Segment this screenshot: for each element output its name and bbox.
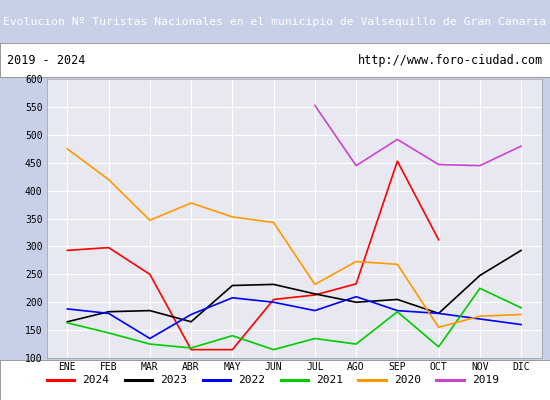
Text: 2023: 2023 — [161, 375, 188, 385]
Text: 2021: 2021 — [316, 375, 343, 385]
Text: 2019: 2019 — [472, 375, 499, 385]
Text: http://www.foro-ciudad.com: http://www.foro-ciudad.com — [358, 54, 543, 67]
Text: 2022: 2022 — [238, 375, 265, 385]
Text: Evolucion Nº Turistas Nacionales en el municipio de Valsequillo de Gran Canaria: Evolucion Nº Turistas Nacionales en el m… — [3, 17, 547, 26]
Text: 2019 - 2024: 2019 - 2024 — [7, 54, 85, 67]
Text: 2020: 2020 — [394, 375, 421, 385]
Text: 2024: 2024 — [82, 375, 109, 385]
